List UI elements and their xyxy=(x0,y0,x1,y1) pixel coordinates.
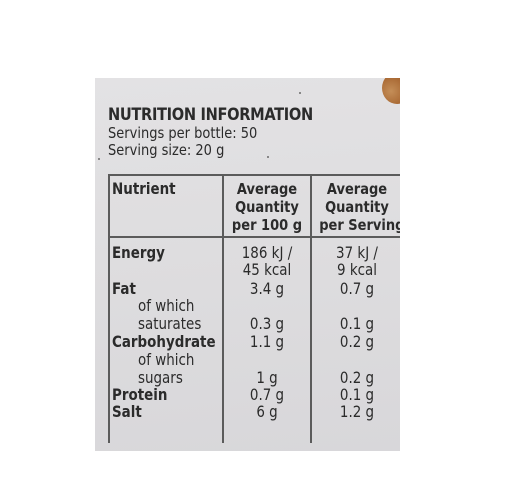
carbohydrate-per-serving: 0.2 g xyxy=(339,332,375,351)
header-nutrient: Nutrient xyxy=(112,179,176,198)
fat-per-serving: 0.7 g xyxy=(339,279,375,298)
salt-per-serving: 1.2 g xyxy=(339,402,375,421)
header-line: Quantity xyxy=(235,198,299,216)
energy-per-serving-kcal: 9 kcal xyxy=(337,260,377,279)
protein-per-100g: 0.7 g xyxy=(249,385,285,404)
nutrient-salt: Salt xyxy=(112,402,142,421)
nutrient-saturates-prefix: of which xyxy=(138,296,195,315)
header-line: per Serving xyxy=(319,216,400,234)
column-divider xyxy=(310,176,312,443)
energy-per-serving-kj: 37 kJ / xyxy=(336,243,378,262)
saturates-per-100g: 0.3 g xyxy=(249,314,285,333)
nutrient-protein: Protein xyxy=(112,385,168,404)
speck xyxy=(98,158,100,160)
energy-per-100g-kcal: 45 kcal xyxy=(242,260,292,279)
servings-per-bottle: Servings per bottle: 50 xyxy=(108,124,258,142)
header-per-100g: Average Quantity per 100 g xyxy=(231,180,303,234)
speck xyxy=(299,92,301,94)
nutrient-fat: Fat xyxy=(112,279,136,298)
energy-per-100g-kj: 186 kJ / xyxy=(241,243,293,262)
carbohydrate-per-100g: 1.1 g xyxy=(249,332,285,351)
nutrient-carbohydrate: Carbohydrate xyxy=(112,332,216,351)
nutrition-panel: NUTRITION INFORMATION Servings per bottl… xyxy=(108,105,400,443)
saturates-per-serving: 0.1 g xyxy=(339,314,375,333)
fat-per-100g: 3.4 g xyxy=(249,279,285,298)
serving-size: Serving size: 20 g xyxy=(108,141,225,159)
header-line: Average xyxy=(326,180,388,198)
nutrient-sugars: sugars xyxy=(138,368,183,387)
sugars-per-100g: 1 g xyxy=(256,368,278,387)
protein-per-serving: 0.1 g xyxy=(339,385,375,404)
salt-per-100g: 6 g xyxy=(256,402,278,421)
header-per-serving: Average Quantity per Serving xyxy=(319,180,400,234)
sugars-per-serving: 0.2 g xyxy=(339,368,375,387)
nutrition-table: Nutrient Average Quantity per 100 g Aver… xyxy=(108,174,400,443)
speck xyxy=(267,156,269,158)
nutrient-sugars-prefix: of which xyxy=(138,350,195,369)
nutrient-energy: Energy xyxy=(112,243,165,262)
nutrient-saturates: saturates xyxy=(138,314,202,333)
nutrition-label-photo: NUTRITION INFORMATION Servings per bottl… xyxy=(95,78,400,451)
label-title: NUTRITION INFORMATION xyxy=(108,105,313,125)
header-line: Quantity xyxy=(325,198,389,216)
column-divider xyxy=(222,176,224,443)
header-divider xyxy=(110,236,400,238)
header-line: per 100 g xyxy=(231,216,303,234)
bottle-edge xyxy=(382,78,400,104)
header-line: Average xyxy=(236,180,298,198)
